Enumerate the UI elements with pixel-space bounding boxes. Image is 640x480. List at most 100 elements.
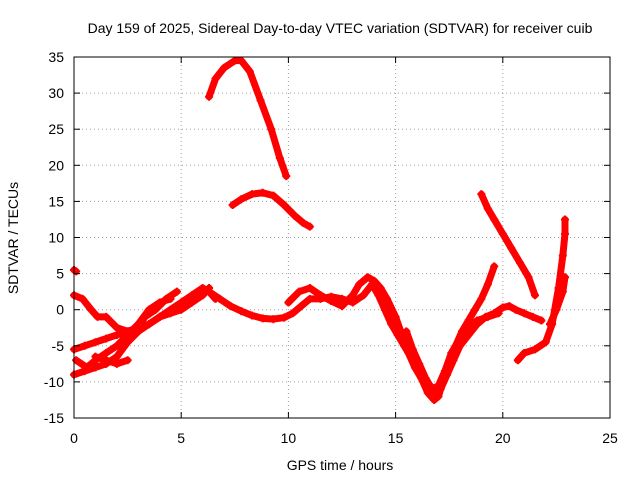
data-point	[145, 305, 154, 314]
data-point	[359, 291, 368, 300]
data-point	[515, 258, 524, 267]
data-point	[541, 338, 550, 347]
data-point	[288, 309, 297, 318]
data-point	[520, 309, 529, 318]
y-tick-label: 0	[56, 302, 64, 318]
data-point	[511, 305, 520, 314]
series-arc-day	[205, 280, 546, 397]
data-point	[237, 195, 246, 204]
data-point	[228, 201, 237, 210]
data-point	[464, 323, 473, 332]
data-point	[258, 314, 267, 323]
data-point	[316, 291, 325, 300]
data-point	[237, 307, 246, 316]
data-point	[187, 298, 196, 307]
data-point	[477, 190, 486, 199]
data-point	[530, 345, 539, 354]
data-point	[505, 302, 514, 311]
y-tick-label: 25	[48, 121, 64, 137]
data-point	[530, 291, 539, 300]
series-band	[205, 280, 545, 397]
data-point	[498, 303, 507, 312]
data-point	[145, 320, 154, 329]
data-point	[155, 298, 164, 307]
data-point	[483, 204, 492, 213]
data-point	[290, 211, 299, 220]
data-point	[483, 312, 492, 321]
x-tick-label: 25	[602, 430, 618, 446]
series-band	[72, 295, 174, 371]
data-point	[370, 276, 379, 285]
data-point	[72, 356, 81, 365]
x-tick-label: 15	[388, 430, 404, 446]
data-point	[123, 330, 132, 339]
series-band	[477, 190, 539, 299]
data-point	[552, 305, 561, 314]
y-tick-label: -10	[44, 374, 64, 390]
data-point	[473, 316, 482, 325]
grid	[74, 57, 610, 418]
data-point	[205, 92, 214, 101]
x-tick-label: 10	[281, 430, 297, 446]
data-point	[102, 334, 111, 343]
axes: 0 5 10 15 20 25 -15 -10 -5 0 5 10 15 20 25 30 35	[44, 49, 618, 446]
data-point	[490, 215, 499, 224]
series-arc-late-c	[545, 273, 569, 329]
data-point	[560, 273, 569, 282]
data-point	[205, 287, 214, 296]
series-arc-dip-2	[402, 309, 503, 394]
data-point	[280, 313, 289, 322]
y-tick-label: -5	[52, 338, 65, 354]
data-point	[415, 359, 424, 368]
data-point	[507, 244, 516, 253]
data-point	[91, 352, 100, 361]
data-point	[220, 63, 229, 72]
series-arc-upper-peak	[205, 56, 291, 181]
data-point	[498, 229, 507, 238]
data-point	[383, 294, 392, 303]
data-point	[155, 312, 164, 321]
data-point	[434, 392, 443, 401]
series-band	[546, 273, 569, 328]
data-point	[295, 287, 304, 296]
data-point	[166, 309, 175, 318]
data-point	[447, 349, 456, 358]
data-point	[237, 56, 246, 65]
data-point	[545, 320, 554, 329]
x-tick-label: 0	[70, 430, 78, 446]
data-point	[91, 338, 100, 347]
y-tick-label: 30	[48, 85, 64, 101]
data-point	[537, 316, 546, 325]
data-point	[112, 341, 121, 350]
data-point	[428, 385, 437, 394]
data-point	[172, 287, 181, 296]
y-tick-label: 20	[48, 157, 64, 173]
data-point	[305, 294, 314, 303]
data-point	[256, 96, 265, 105]
plot-frame	[73, 56, 611, 419]
y-tick-label: -15	[44, 410, 64, 426]
data-point	[72, 267, 81, 276]
data-point	[82, 363, 91, 372]
data-point	[247, 311, 256, 320]
y-tick-label: 15	[48, 193, 64, 209]
data-point	[112, 330, 121, 339]
data-point	[112, 359, 121, 368]
data-point	[215, 294, 224, 303]
data-point	[430, 395, 439, 404]
data-point	[166, 294, 175, 303]
data-point	[327, 297, 336, 306]
data-point	[93, 312, 102, 321]
x-axis-title: GPS time / hours	[287, 457, 394, 473]
data-point	[305, 222, 314, 231]
data-point	[434, 381, 443, 390]
data-point	[247, 190, 256, 199]
data-point	[87, 305, 96, 314]
data-point	[408, 345, 417, 354]
data-point	[528, 312, 537, 321]
x-tick-label: 20	[495, 430, 511, 446]
data-point	[421, 374, 430, 383]
y-axis-title: SDTVAR / TECUs	[5, 182, 21, 294]
data-point	[440, 367, 449, 376]
